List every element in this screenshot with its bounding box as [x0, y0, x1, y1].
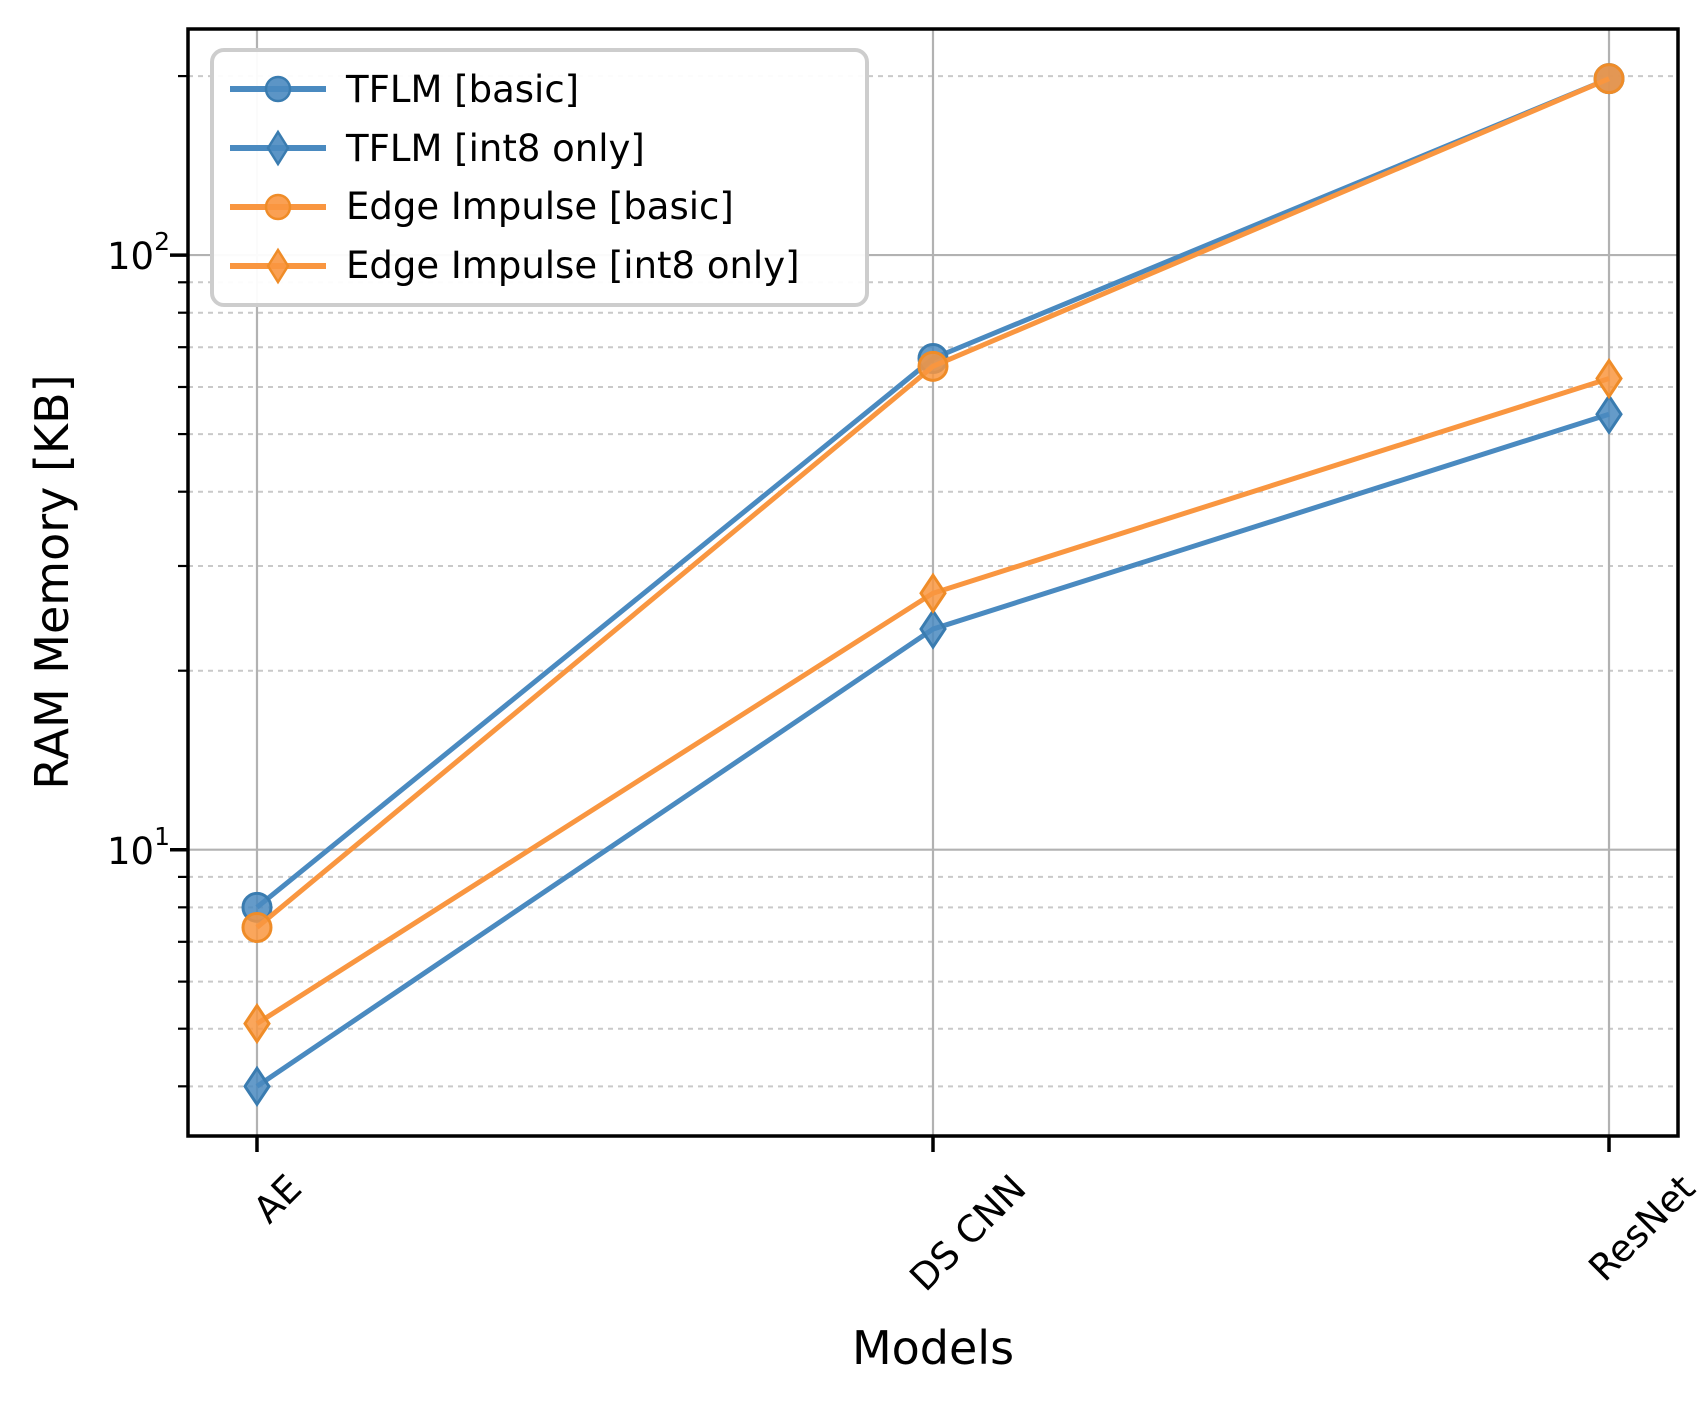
legend-marker-circle-blue — [230, 76, 326, 103]
data-point — [1593, 63, 1625, 95]
legend-item: TFLM [basic] — [226, 60, 849, 119]
data-point — [243, 1065, 271, 1108]
data-point — [919, 572, 947, 614]
legend-label: Edge Impulse [basic] — [346, 185, 734, 229]
data-point — [1595, 357, 1623, 400]
y-tick-base: 10 — [107, 235, 155, 279]
legend-label: TFLM [int8 only] — [346, 126, 645, 170]
y-axis-label: RAM Memory [KB] — [25, 374, 79, 790]
legend-marker-circle-orange — [230, 193, 326, 221]
data-point — [243, 1002, 271, 1045]
x-axis-label: Models — [851, 1321, 1015, 1375]
y-tick-exponent: 2 — [154, 226, 170, 256]
series-3 — [243, 357, 1623, 1045]
data-point — [917, 350, 949, 382]
series-1 — [243, 393, 1623, 1108]
legend-item: Edge Impulse [basic] — [226, 178, 849, 237]
legend-marker-diamond-orange — [230, 247, 326, 284]
series-2 — [241, 63, 1625, 943]
data-point — [241, 911, 273, 943]
y-tick-label-10: 101 — [0, 824, 170, 873]
y-tick-label-100: 102 — [0, 229, 170, 279]
legend-marker-diamond-blue — [230, 129, 326, 167]
y-tick-base: 10 — [107, 829, 155, 873]
y-tick-exponent: 1 — [154, 821, 170, 851]
legend-label: TFLM [basic] — [346, 67, 580, 111]
axis-ticks — [170, 74, 1611, 1152]
legend-item: Edge Impulse [int8 only] — [226, 236, 849, 295]
data-point — [919, 608, 947, 650]
data-point — [1595, 393, 1623, 435]
legend-label: Edge Impulse [int8 only] — [346, 244, 800, 288]
legend-item: TFLM [int8 only] — [226, 119, 849, 178]
legend: TFLM [basic] TFLM [int8 only] Edge Impul… — [210, 48, 869, 307]
